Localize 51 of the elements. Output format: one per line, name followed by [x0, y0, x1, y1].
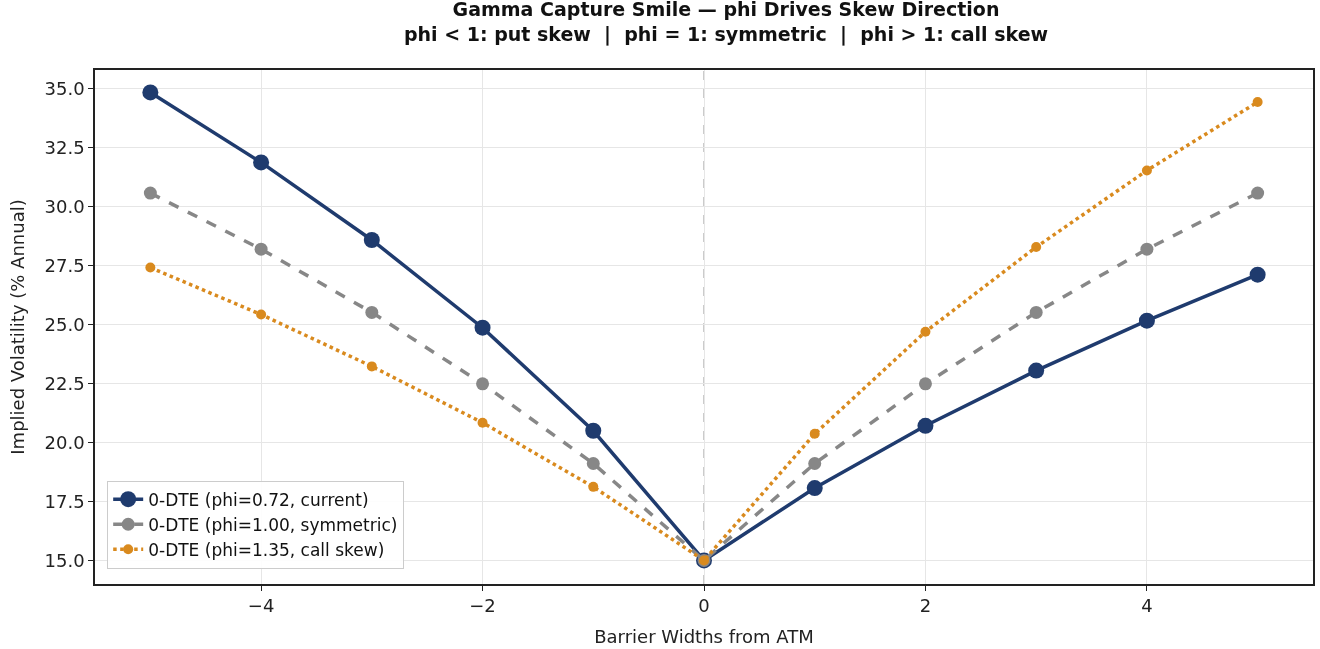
point [1140, 242, 1154, 256]
point [1138, 312, 1155, 329]
point [142, 84, 159, 101]
y-tick-label: 32.5 [44, 137, 85, 159]
chart-subtitle: phi < 1: put skew | phi = 1: symmetric | phi > 1: call skew [403, 22, 1049, 46]
point [1251, 186, 1265, 200]
y-tick-label: 15.0 [44, 549, 85, 571]
point [917, 417, 934, 434]
point [1252, 97, 1263, 108]
point [476, 377, 490, 391]
y-tick-label: 22.5 [44, 372, 85, 394]
point [365, 305, 379, 319]
point [918, 377, 932, 391]
point [808, 457, 822, 471]
y-tick-label: 25.0 [44, 313, 85, 335]
x-axis-title: Barrier Widths from ATM [594, 625, 814, 647]
x-tick-label: −2 [469, 595, 496, 617]
x-tick-label: 0 [698, 595, 710, 617]
point [586, 457, 600, 471]
point [363, 232, 380, 248]
y-tick-label: 27.5 [44, 255, 85, 276]
y-tick-label: 30.0 [44, 196, 85, 218]
point [585, 422, 602, 439]
legend-label: 0-DTE (phi=0.72, current) [148, 489, 369, 510]
point [1031, 242, 1042, 253]
y-tick-label: 20.0 [44, 431, 85, 453]
point [806, 480, 823, 497]
x-tick-label: 2 [919, 595, 932, 617]
legend-label: 0-DTE (phi=1.35, call skew) [148, 539, 385, 560]
point [366, 361, 377, 372]
chart-title: Gamma Capture Smile — phi Drives Skew Direction [452, 0, 1000, 21]
point [253, 154, 270, 171]
point [1029, 305, 1043, 319]
point [1141, 165, 1152, 176]
y-tick-label: 17.5 [44, 490, 85, 512]
x-tick-label: −4 [247, 595, 275, 617]
legend-label: 0-DTE (phi=1.00, symmetric) [148, 514, 398, 535]
point [256, 309, 267, 320]
point [1028, 362, 1045, 379]
y-axis-title: Implied Volatility (% Annual) [7, 199, 29, 455]
x-tick-label: 4 [1141, 595, 1153, 617]
point [254, 242, 268, 256]
y-tick-label: 35.0 [44, 78, 85, 100]
point [588, 481, 599, 492]
point [143, 186, 157, 200]
point [920, 326, 931, 337]
point [809, 428, 820, 439]
point [1249, 266, 1266, 283]
point [145, 262, 156, 273]
point [477, 417, 488, 428]
point [474, 319, 491, 336]
